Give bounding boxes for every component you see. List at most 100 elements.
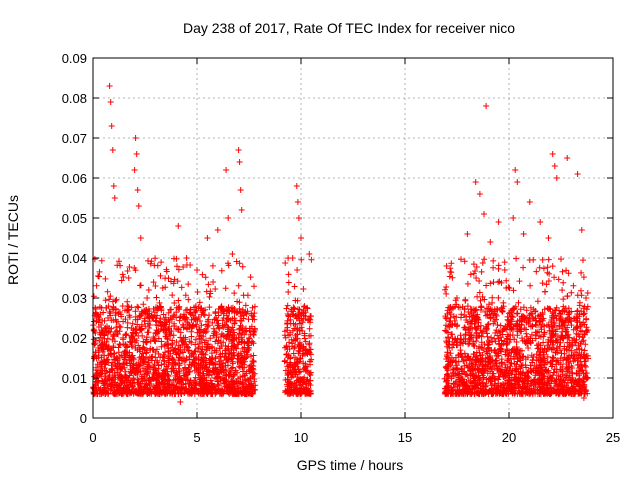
scatter-point-cloud [443,338,450,345]
scatter-point-cloud [447,350,454,357]
scatter-point-cloud [158,343,165,350]
scatter-point-cloud [109,336,116,343]
scatter-point-cloud [307,377,314,384]
x-tick-label: 10 [294,430,308,445]
scatter-point-cloud [541,389,548,396]
scatter-point-cloud [135,342,142,349]
scatter-point-cloud [163,331,170,338]
scatter-point-cloud [480,369,487,376]
scatter-point-cloud [492,347,498,353]
chart-title: Day 238 of 2017, Rate Of TEC Index for r… [183,20,515,36]
scatter-point [476,191,483,197]
scatter-point-cloud [147,260,154,267]
scatter-point-cloud [125,307,131,314]
scatter-point-cloud [466,313,473,320]
scatter-point-cloud [535,345,542,351]
scatter-point-cloud [560,303,567,310]
scatter-point-cloud [560,296,567,303]
scatter-point-cloud [508,347,515,354]
scatter-point [512,167,519,173]
scatter-point-cloud [549,374,556,381]
scatter-point-cloud [459,390,466,396]
scatter-point-cloud [214,378,221,385]
scatter-point-cloud [517,326,524,333]
scatter-point-cloud [542,366,549,373]
scatter-point-cloud [184,306,191,313]
scatter-point-cloud [527,304,534,311]
scatter-point-cloud [554,339,561,346]
scatter-point-cloud [517,306,524,313]
scatter-point-cloud [236,260,243,267]
scatter-point-cloud [546,305,553,312]
scatter-point-cloud [552,382,559,389]
scatter-point-cloud [443,353,450,360]
scatter-point-cloud [164,371,171,378]
scatter-point-cloud [294,387,301,394]
scatter-point-cloud [212,366,219,373]
scatter-point-cloud [510,287,517,294]
scatter-point-cloud [187,262,194,268]
scatter-point-cloud [497,382,504,389]
scatter-point-cloud [122,316,129,323]
scatter-point-cloud [150,334,157,341]
scatter-point-cloud [562,390,569,397]
scatter-point-cloud [106,308,113,315]
scatter-point-cloud [181,365,188,372]
scatter-point-cloud [514,332,521,339]
scatter-point-cloud [186,368,193,375]
scatter-point-cloud [146,382,153,389]
scatter-point-cloud [101,384,108,391]
scatter-point-cloud [307,369,314,376]
scatter-point-cloud [180,381,187,388]
scatter-point-cloud [495,386,502,393]
scatter-point-cloud [541,373,548,380]
scatter-point-cloud [199,271,206,278]
scatter-point-cloud [497,329,504,336]
scatter-point-cloud [116,258,122,265]
scatter-point-cloud [176,362,183,369]
scatter-point-cloud [539,280,546,287]
scatter-point-cloud [291,345,297,352]
scatter-point-cloud [155,365,162,372]
scatter-point-cloud [165,309,172,316]
scatter-point-cloud [188,333,195,340]
scatter-point-cloud [301,303,307,310]
scatter-point-cloud [218,357,224,364]
scatter-point-cloud [285,389,292,396]
scatter-point-cloud [289,371,296,377]
scatter-point-cloud [180,264,187,270]
scatter-point-cloud [467,271,474,278]
scatter-point-cloud [449,359,456,366]
scatter-point-cloud [234,388,241,395]
scatter-point-cloud [206,312,212,319]
scatter-point-cloud [114,327,121,334]
scatter-point-cloud [544,269,551,276]
scatter-point-cloud [301,330,308,337]
scatter-point-cloud [470,341,476,348]
scatter-point-cloud [548,358,555,365]
scatter-point [294,199,301,205]
scatter-point-cloud [167,350,174,357]
scatter-point-cloud [243,370,250,377]
scatter-point-cloud [223,353,229,360]
scatter-point-cloud [525,321,532,327]
scatter-point-cloud [162,275,169,282]
scatter-point-cloud [303,378,310,385]
scatter-point-cloud [294,331,301,338]
scatter-point-cloud [294,267,301,273]
scatter-point-cloud [483,305,490,312]
scatter-point-cloud [231,371,238,378]
scatter-point-cloud [103,368,110,375]
scatter-point-cloud [507,326,513,333]
scatter-point-cloud [582,373,589,380]
scatter-point-cloud [551,366,558,373]
scatter-point-cloud [560,357,567,364]
scatter-point-cloud [572,339,579,346]
scatter-point-cloud [538,370,545,377]
scatter-point-cloud [102,324,109,331]
scatter-point-cloud [464,280,471,287]
scatter-point-cloud [504,357,511,364]
y-tick-label: 0.03 [62,291,87,306]
scatter-point-cloud [568,322,575,329]
scatter-point [250,363,257,369]
